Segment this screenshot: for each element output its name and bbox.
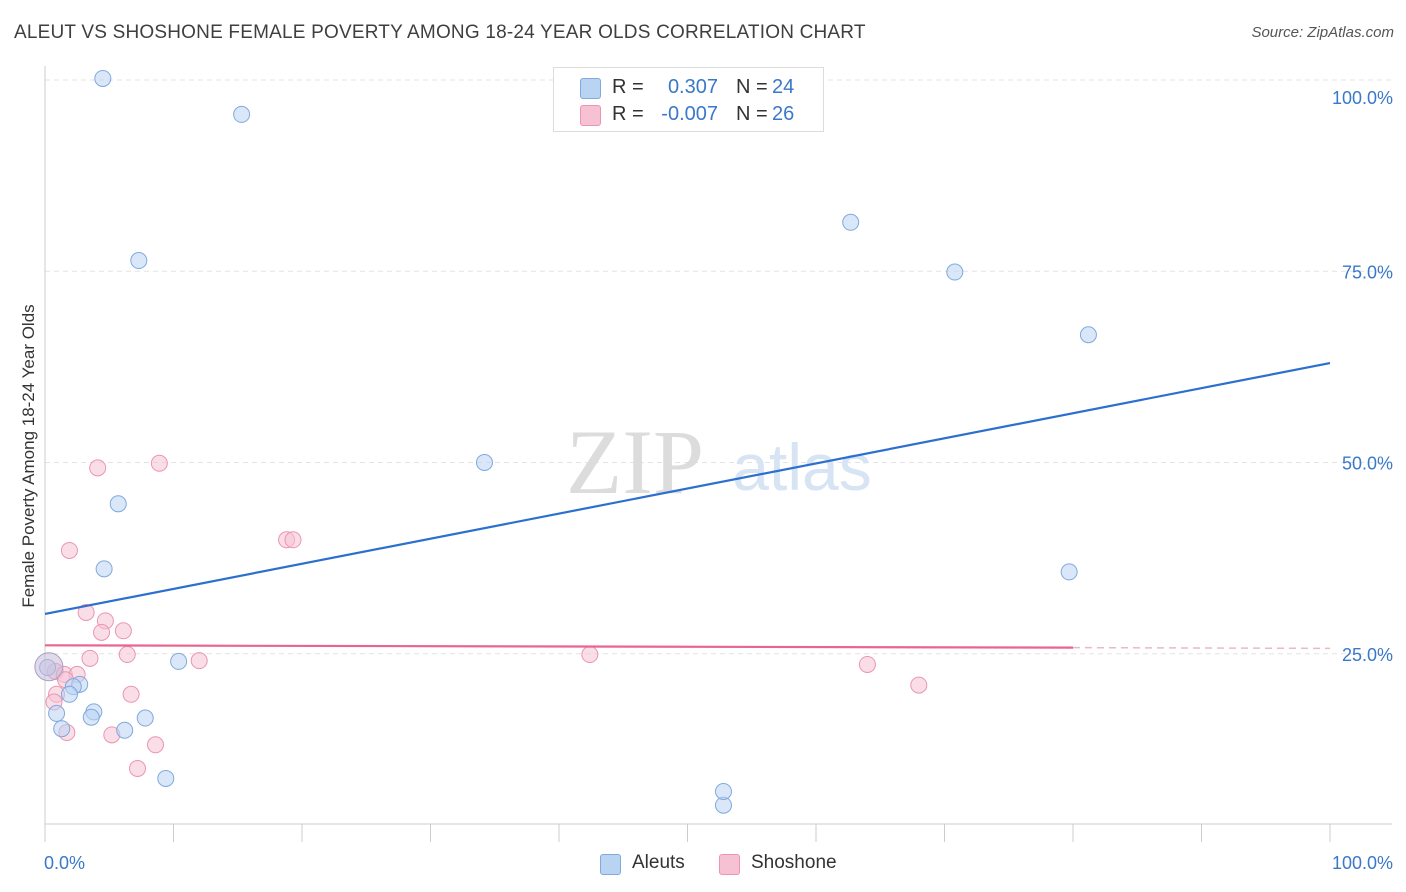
r-label: R =: [612, 103, 644, 125]
watermark: ZIP atlas: [566, 411, 872, 513]
shoshone-point: [190, 652, 208, 670]
watermark-zip: ZIP: [566, 411, 704, 513]
shoshone-point: [77, 603, 95, 621]
aleut-point: [116, 721, 134, 739]
aleut-swatch: [600, 854, 621, 875]
legend-label-aleuts: Aleuts: [632, 852, 685, 873]
shoshone-point: [858, 655, 876, 673]
legend-row-aleuts: R = 0.307 N = 24: [554, 75, 823, 103]
aleut-point: [136, 709, 154, 727]
aleut-point: [1079, 326, 1097, 344]
r-value: 0.307: [667, 76, 718, 98]
aleut-points: [34, 69, 1097, 814]
aleut-point: [946, 263, 964, 281]
shoshone-point: [284, 531, 302, 549]
shoshone-point: [118, 646, 136, 664]
shoshone-point: [60, 541, 78, 559]
shoshone-swatch: [580, 105, 601, 126]
shoshone-point: [93, 623, 111, 641]
aleut-point: [82, 708, 100, 726]
axes: [44, 66, 1392, 842]
shoshone-point: [81, 649, 99, 667]
shoshone-point: [150, 454, 168, 472]
aleut-point: [48, 704, 66, 722]
y-axis-label: Female Poverty Among 18-24 Year Olds: [19, 304, 38, 607]
y-tick-label: 100.0%: [1332, 88, 1393, 108]
aleut-trend-line: [44, 361, 1331, 616]
y-tick-label: 50.0%: [1342, 454, 1393, 474]
n-value: 26: [772, 103, 795, 125]
aleut-swatch: [580, 78, 601, 99]
shoshone-point: [910, 676, 928, 694]
shoshone-point: [122, 685, 140, 703]
grid-lines: [45, 79, 1392, 655]
aleut-point: [130, 252, 148, 270]
shoshone-point: [581, 646, 599, 664]
aleut-point: [109, 495, 127, 513]
r-value: -0.007: [661, 103, 718, 125]
shoshone-points: [45, 454, 928, 777]
x-tick-label: 100.0%: [1332, 853, 1393, 873]
x-tick-label: 0.0%: [44, 853, 85, 873]
shoshone-point: [89, 459, 107, 477]
n-value: 24: [772, 76, 795, 98]
aleut-point: [94, 69, 112, 87]
aleut-point: [53, 720, 71, 738]
legend-row-shoshone: R = -0.007 N = 26: [554, 102, 823, 130]
aleut-point: [157, 769, 175, 787]
chart-title: ALEUT VS SHOSHONE FEMALE POVERTY AMONG 1…: [14, 22, 866, 43]
n-label: N =: [736, 76, 768, 98]
shoshone-point: [129, 760, 147, 777]
shoshone-trend-line: [44, 644, 1074, 649]
trend-lines: [44, 361, 1331, 650]
aleut-point: [475, 454, 493, 471]
source-label: Source: ZipAtlas.com: [1251, 24, 1394, 41]
y-tick-label: 75.0%: [1342, 262, 1393, 282]
aleut-point: [233, 105, 251, 123]
shoshone-swatch: [719, 854, 740, 875]
correlation-legend: R = 0.307 N = 24 R = -0.007 N = 26: [553, 67, 824, 132]
x-tick-labels: 0.0% 100.0%: [44, 853, 1393, 873]
y-tick-labels: 25.0% 50.0% 75.0% 100.0%: [1332, 88, 1393, 665]
n-label: N =: [736, 103, 768, 125]
legend-label-shoshone: Shoshone: [751, 852, 837, 873]
shoshone-point: [114, 622, 132, 640]
aleut-point: [714, 782, 732, 800]
aleut-point: [34, 652, 64, 682]
shoshone-trend-extension: [1072, 646, 1331, 650]
r-label: R =: [612, 76, 644, 98]
aleut-point: [170, 652, 188, 670]
aleut-point: [60, 685, 78, 703]
aleut-point: [842, 213, 860, 231]
aleut-point: [1060, 563, 1078, 581]
y-tick-label: 25.0%: [1342, 645, 1393, 665]
shoshone-point: [147, 736, 165, 754]
aleut-point: [95, 560, 113, 578]
